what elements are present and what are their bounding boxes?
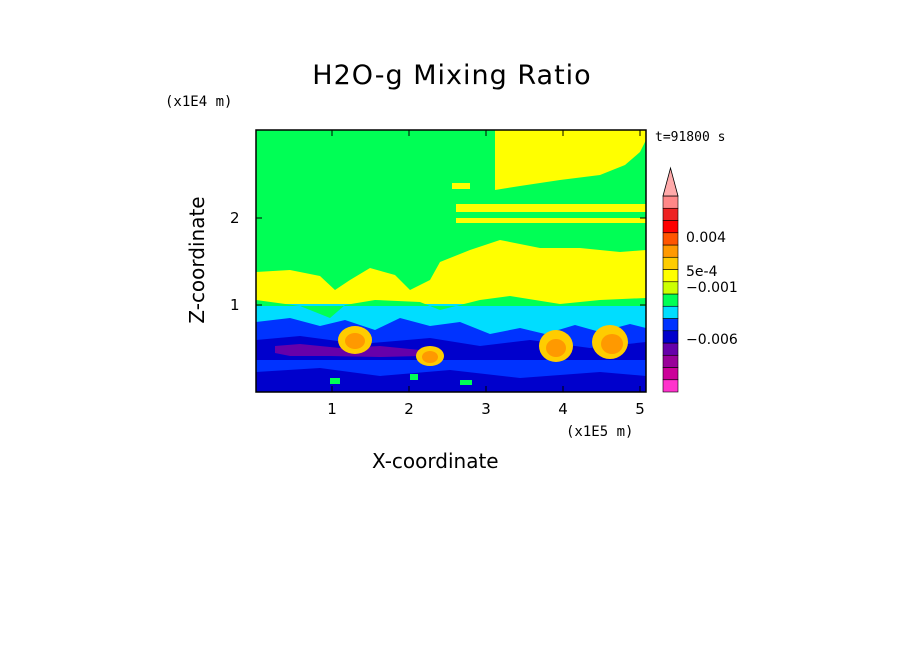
colorbar-swatch: [662, 305, 679, 319]
contour-darkblue-band: [256, 368, 646, 392]
colorbar-swatch: [662, 367, 679, 381]
colorbar-swatch: [662, 318, 679, 332]
x-axis-ticks: [331, 130, 641, 392]
contour-moist-plume-core: [546, 339, 566, 357]
y-axis-ticks: [256, 217, 646, 306]
chart-title: H2O-g Mixing Ratio: [312, 60, 592, 91]
colorbar-swatch: [662, 256, 679, 270]
colorbar: [662, 166, 679, 393]
contour-yellow-band: [456, 218, 646, 223]
colorbar-label: −0.006: [686, 332, 738, 348]
contour-field: [256, 130, 646, 392]
colorbar-label: 0.004: [686, 230, 727, 246]
colorbar-swatch: [662, 207, 679, 221]
colorbar-swatch: [662, 232, 679, 246]
colorbar-swatch: [662, 281, 679, 295]
colorbar-extend-arrow: [662, 166, 679, 197]
colorbar-swatch: [662, 354, 679, 368]
plot-frame: [255, 129, 647, 393]
contour-yellow-upper: [495, 130, 646, 190]
contour-green-intrusion: [256, 296, 646, 318]
x-tick-label: 5: [635, 400, 645, 418]
contour-moist-plume-core: [345, 333, 365, 349]
contour-yellow-mid: [256, 240, 646, 312]
colorbar-swatch: [662, 330, 679, 344]
colorbar-swatch: [662, 293, 679, 307]
x-tick-label: 3: [481, 400, 491, 418]
contour-speck: [410, 374, 418, 380]
colorbar-label: 5e-4: [686, 264, 718, 280]
contour-speck: [330, 378, 340, 384]
contour-moist-plume-core: [601, 334, 623, 354]
colorbar-swatch: [662, 269, 679, 283]
y-tick-label: 2: [230, 209, 240, 227]
contour-yellow-band: [456, 204, 646, 212]
contour-yellow-patch: [452, 183, 470, 189]
contour-moist-plume-core: [422, 351, 438, 363]
x-axis-unit: (x1E5 m): [566, 424, 634, 440]
colorbar-swatch: [662, 342, 679, 356]
y-tick-label: 1: [230, 296, 240, 314]
colorbar-swatch: [662, 379, 679, 393]
colorbar-swatch: [662, 244, 679, 258]
x-tick-label: 1: [327, 400, 337, 418]
time-label: t=91800 s: [655, 130, 726, 145]
x-tick-label: 2: [404, 400, 414, 418]
x-tick-label: 4: [558, 400, 568, 418]
colorbar-label: −0.001: [686, 280, 738, 296]
colorbar-swatch: [662, 220, 679, 234]
x-axis-label: X-coordinate: [372, 449, 499, 473]
colorbar-swatch: [662, 195, 679, 209]
contour-speck: [460, 380, 472, 385]
y-axis-unit: (x1E4 m): [165, 94, 233, 110]
